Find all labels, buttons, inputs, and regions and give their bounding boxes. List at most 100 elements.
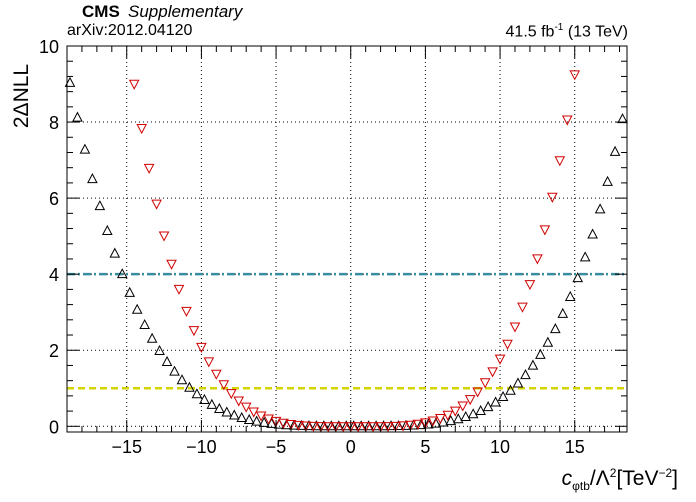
data-point-series2 [375,422,386,433]
x-label-power: 2 [609,466,617,480]
data-point-series1 [549,323,561,334]
data-point-series2 [203,357,215,368]
data-point-series1 [512,377,524,388]
data-point-series2 [255,411,267,422]
data-point-series2 [263,414,274,425]
cms-label: CMS [82,2,120,21]
data-point-series1 [355,420,367,431]
data-point-series2 [457,401,469,412]
data-point-series1 [184,381,195,392]
data-point-series1 [520,369,531,380]
data-point-series2 [218,380,230,391]
y-axis-label: 2ΔNLL [10,63,33,129]
data-point-series2 [128,79,140,90]
data-point-series1 [191,388,203,399]
supplementary-label: Supplementary [128,2,243,21]
data-point-series2 [181,306,192,317]
lumi-energy: (13 TeV) [567,23,628,41]
data-point-series1 [146,332,158,343]
data-point-series2 [196,342,207,353]
data-point-series1 [467,408,479,419]
data-point-series1 [445,415,457,426]
data-point-series1 [535,348,546,359]
data-point-series1 [124,286,136,297]
tick-labels: −15 −10 −5 0 5 10 15 0 2 4 6 8 10 [39,37,585,457]
data-point-series1 [415,419,427,430]
x-tick-label: 0 [346,437,356,457]
data-point-series1 [475,404,486,416]
data-point-series1 [296,419,307,430]
data-point-series1 [87,173,98,184]
data-point-series2 [524,280,536,291]
data-point-series2 [487,367,498,378]
data-point-series2 [211,369,222,380]
data-point-series1 [139,318,150,330]
data-point-series1 [348,420,360,431]
data-point-series1 [213,402,225,414]
data-point-series2 [270,416,282,428]
data-point-series1 [64,76,76,87]
data-point-series2 [337,422,349,433]
data-point-series2 [412,419,424,430]
data-point-series2 [300,421,312,432]
data-point-series2 [330,422,342,433]
data-point-series2 [352,422,364,433]
x-tick-label: −10 [186,437,217,457]
data-point-series1 [594,203,606,214]
data-point-series2 [173,284,185,295]
data-point-series1 [116,268,128,279]
data-point-series1 [333,420,345,431]
x-label-unit-power: −2 [658,466,673,480]
lumi-value: 41.5 fb [505,23,555,41]
reference-lines [67,272,627,390]
data-point-series2 [315,422,327,433]
x-tick-label: 10 [490,437,510,457]
data-point-series2 [233,396,245,407]
data-point-series1 [527,359,539,370]
data-point-series2 [517,302,528,313]
lumi-exponent: -1 [554,22,564,33]
data-point-series1 [303,420,315,431]
data-point-series1 [251,415,262,426]
data-point-series1 [423,418,434,429]
data-point-series2 [390,421,401,432]
data-point-series2 [397,421,409,432]
data-point-series1 [228,409,240,420]
data-point-series2 [472,387,483,398]
data-point-series2 [278,418,289,429]
x-label-symbol: c [561,467,573,490]
x-tick-label: −15 [111,437,142,457]
data-point-series1 [131,303,143,314]
data-point-series1 [243,413,255,424]
data-point-series2 [308,421,319,432]
data-point-series1 [318,420,330,431]
data-point-series2 [547,192,558,203]
plot-frame [66,45,628,433]
data-point-series2 [554,156,566,167]
data-point-series1 [258,416,270,427]
data-point-series2 [151,199,162,210]
data-point-series1 [221,406,233,417]
data-point-series1 [490,396,501,407]
data-point-series1 [378,420,389,431]
data-point-series1 [236,411,248,422]
axis-ticks [66,45,627,432]
data-point-series1 [430,417,442,428]
data-point-series2 [293,420,304,431]
data-point-series1 [452,413,464,424]
x-tick-label: −5 [266,437,287,457]
data-point-series1 [176,374,188,385]
data-point-series1 [557,307,569,318]
data-point-series1 [385,420,397,431]
x-label-close: ] [672,467,678,490]
data-point-series1 [617,113,628,124]
data-point-series2 [240,402,252,413]
data-point-series2 [479,378,491,389]
data-point-series2 [405,420,416,431]
data-point-series1 [602,175,613,186]
data-point-series1 [79,143,91,154]
x-axis-label: cφtb/Λ2[TeV−2] [562,466,678,493]
data-point-series1 [311,420,322,431]
data-point-series2 [367,422,379,433]
